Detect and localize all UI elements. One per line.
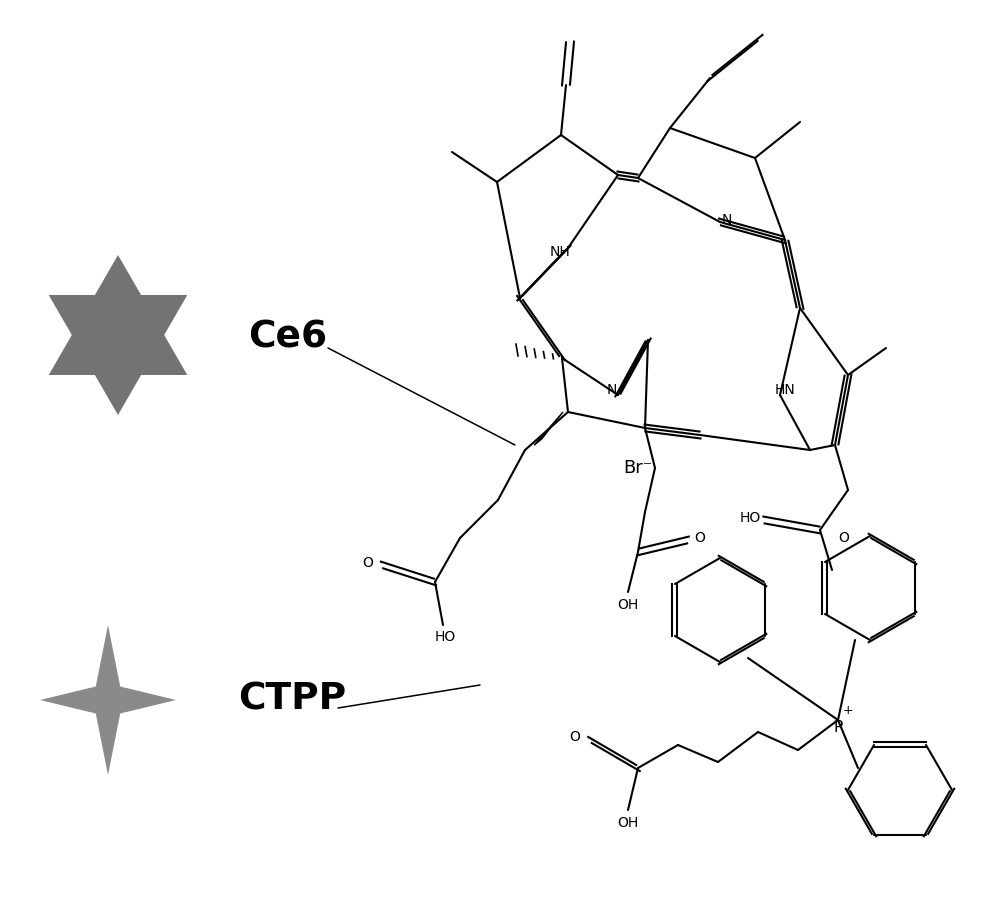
Text: HO: HO bbox=[739, 511, 761, 525]
Text: NH: NH bbox=[550, 245, 570, 259]
Polygon shape bbox=[49, 295, 187, 415]
Text: HN: HN bbox=[775, 383, 795, 397]
Text: Br⁻: Br⁻ bbox=[623, 459, 653, 477]
Text: Ce6: Ce6 bbox=[248, 320, 327, 356]
Text: CTPP: CTPP bbox=[238, 682, 346, 718]
Text: +: + bbox=[843, 704, 853, 716]
Text: N: N bbox=[722, 213, 732, 227]
Polygon shape bbox=[49, 255, 187, 375]
Text: HO: HO bbox=[434, 630, 456, 644]
Text: O: O bbox=[839, 531, 849, 545]
Text: O: O bbox=[363, 556, 373, 570]
Polygon shape bbox=[534, 412, 563, 446]
Polygon shape bbox=[40, 625, 176, 775]
Text: O: O bbox=[570, 730, 580, 744]
Text: N: N bbox=[607, 383, 617, 397]
Text: OH: OH bbox=[617, 816, 639, 830]
Text: OH: OH bbox=[617, 598, 639, 612]
Text: O: O bbox=[695, 531, 705, 545]
Text: P: P bbox=[833, 721, 843, 735]
